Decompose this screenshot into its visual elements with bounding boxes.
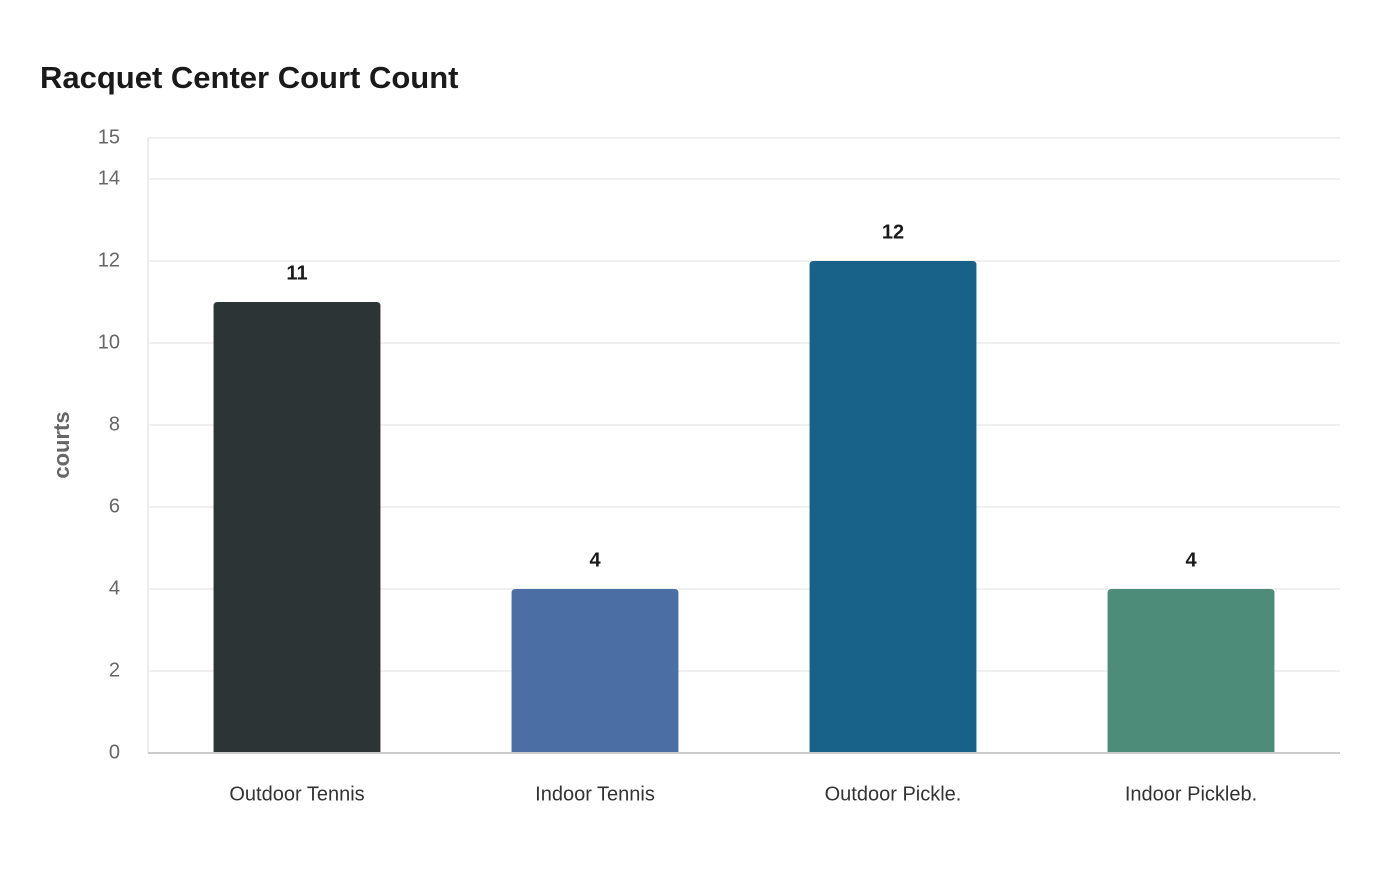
y-tick-label: 4 — [109, 577, 120, 599]
bar — [213, 302, 381, 753]
bar — [1107, 589, 1275, 753]
y-axis-label: courts — [49, 411, 74, 478]
x-tick-label: Indoor Pickleb. — [1125, 783, 1257, 805]
bar — [511, 589, 679, 753]
value-label: 11 — [286, 262, 307, 284]
y-tick-label: 0 — [109, 741, 120, 763]
x-tick-label: Outdoor Pickle. — [825, 783, 962, 805]
value-label: 12 — [882, 221, 904, 243]
y-tick-label: 14 — [98, 167, 120, 189]
chart-title: Racquet Center Court Count — [40, 60, 459, 95]
y-tick-label: 10 — [98, 331, 120, 353]
y-tick-label: 15 — [98, 126, 120, 148]
value-label: 4 — [1185, 549, 1197, 571]
x-tick-label: Outdoor Tennis — [229, 783, 364, 805]
bar — [809, 261, 977, 753]
x-tick-label: Indoor Tennis — [535, 783, 655, 805]
y-tick-label: 2 — [109, 659, 120, 681]
y-tick-label: 6 — [109, 495, 120, 517]
value-label: 4 — [589, 549, 601, 571]
y-tick-label: 8 — [109, 413, 120, 435]
y-tick-label: 12 — [98, 249, 120, 271]
